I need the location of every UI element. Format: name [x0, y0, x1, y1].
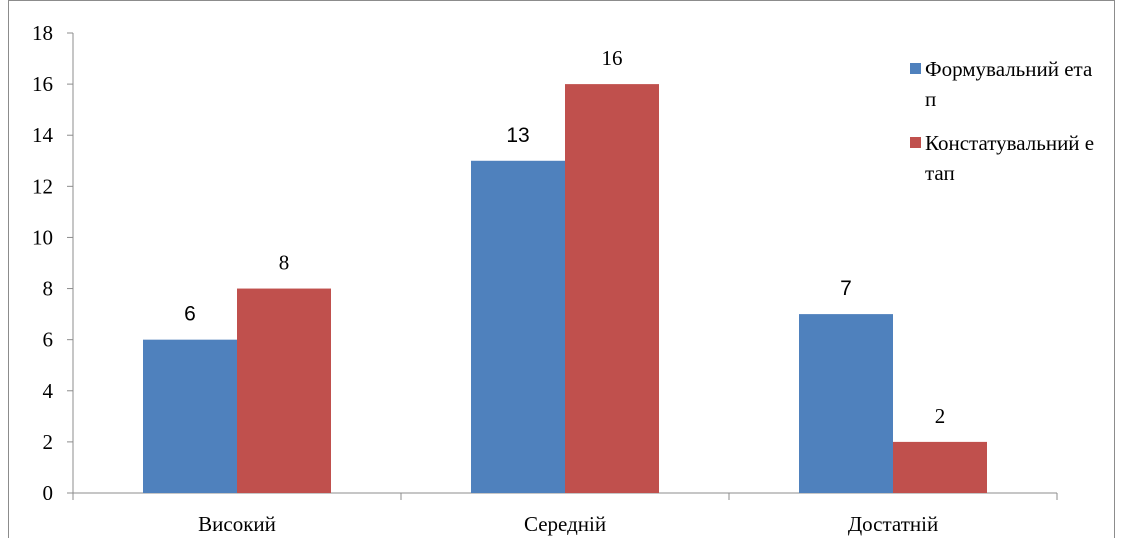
- legend-swatch-series-1: [910, 63, 921, 74]
- data-label: 13: [506, 124, 529, 147]
- y-tick-label: 14: [32, 123, 54, 147]
- y-tick-label: 8: [43, 277, 54, 301]
- x-category-label: Високий: [198, 512, 276, 536]
- legend-item-series-1: Формувальний етап: [910, 54, 1110, 114]
- legend-swatch-series-2: [910, 137, 921, 148]
- bar-series-2: [893, 441, 987, 493]
- y-tick-label: 2: [43, 430, 54, 454]
- data-label: 6: [184, 303, 196, 326]
- legend-item-series-2: Констатувальний етап: [910, 128, 1110, 188]
- y-tick-label: 18: [32, 21, 53, 45]
- data-label: 8: [279, 251, 290, 275]
- chart-frame: [8, 0, 1115, 538]
- y-tick-label: 16: [32, 72, 53, 96]
- chart-labels: Високий Середній Достатній 6 13 7 8 16 2: [184, 46, 945, 536]
- y-tick-label: 0: [43, 481, 54, 505]
- legend-label-series-2: Констатувальний етап: [925, 131, 1095, 185]
- y-tick-label: 4: [43, 379, 54, 403]
- data-label: 7: [840, 277, 852, 300]
- chart-bars: [143, 84, 987, 493]
- data-label: 2: [935, 404, 946, 428]
- y-tick-label: 6: [43, 328, 54, 352]
- bar-series-2: [237, 288, 331, 493]
- x-category-label: Достатній: [848, 512, 938, 536]
- x-category-label: Середній: [524, 512, 606, 536]
- legend-label-series-1: Формувальний етап: [925, 57, 1093, 111]
- bar-series-2: [565, 84, 659, 493]
- data-label: 16: [602, 46, 623, 70]
- y-tick-label: 10: [32, 225, 53, 249]
- y-tick-label: 12: [32, 174, 53, 198]
- bar-series-1: [143, 339, 237, 493]
- bar-series-1: [799, 314, 893, 493]
- chart-legend: Формувальний етап Констатувальний етап: [910, 54, 1110, 202]
- bar-series-1: [471, 160, 565, 493]
